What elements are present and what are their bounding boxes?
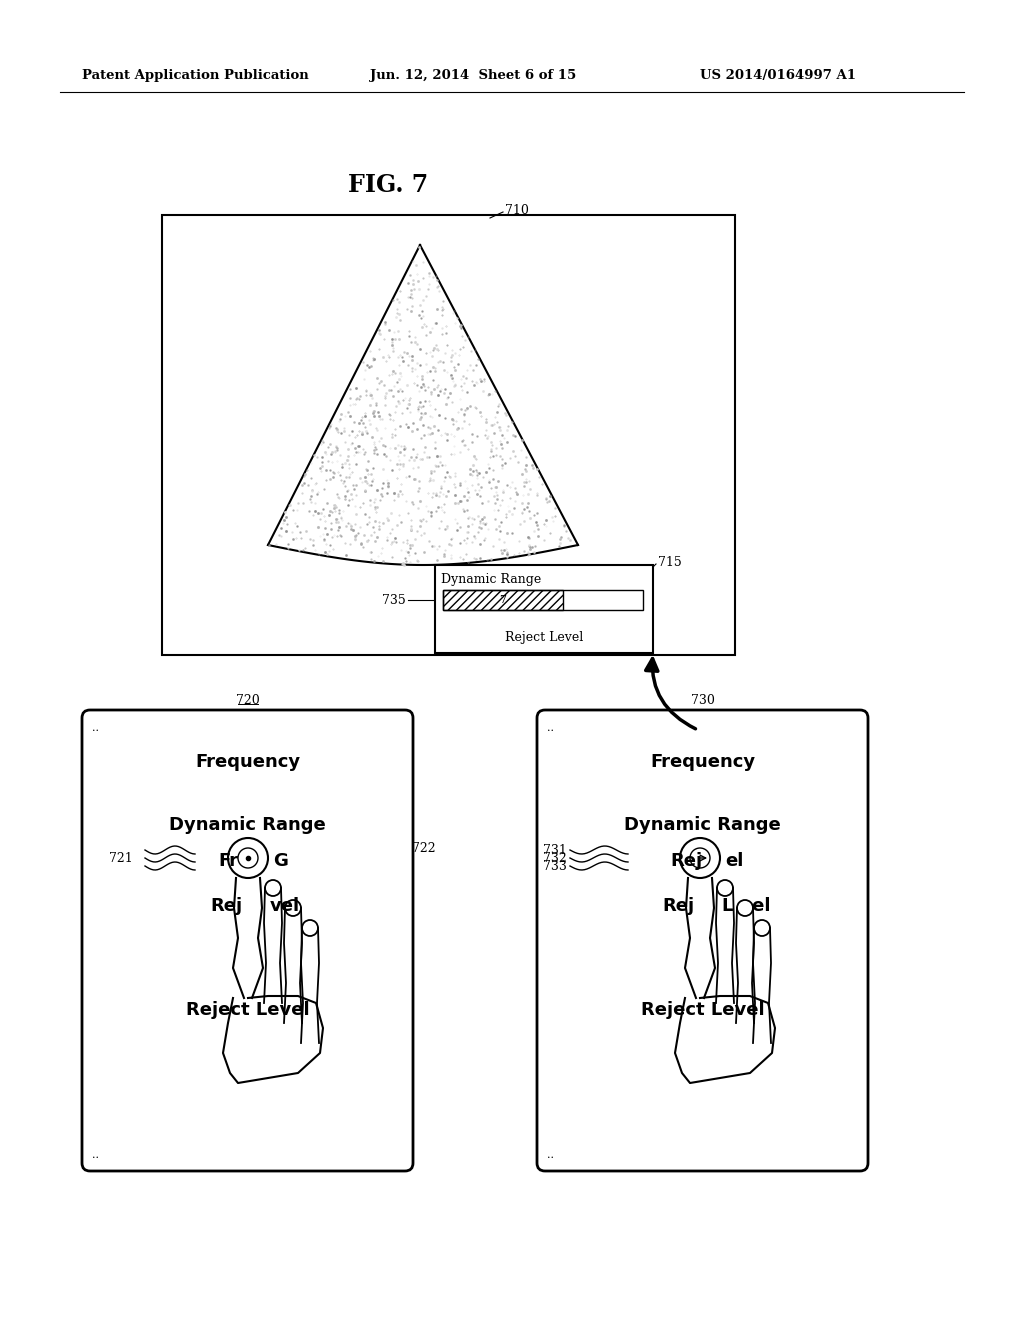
Text: FIG. 7: FIG. 7	[348, 173, 428, 197]
Text: Reject Level: Reject Level	[641, 1001, 764, 1019]
Text: Frequency: Frequency	[650, 752, 755, 771]
Text: Dynamic Range: Dynamic Range	[624, 816, 781, 834]
Text: Dynamic Range: Dynamic Range	[441, 573, 542, 586]
Text: Rej: Rej	[210, 898, 242, 915]
Text: ..: ..	[547, 723, 554, 733]
FancyBboxPatch shape	[82, 710, 413, 1171]
Text: 715: 715	[658, 556, 682, 569]
Text: G: G	[273, 851, 288, 870]
Text: ..: ..	[92, 1150, 99, 1160]
Bar	[162, 215, 735, 655]
Text: 731: 731	[543, 843, 567, 857]
Text: 7: 7	[500, 595, 507, 605]
FancyArrowPatch shape	[646, 659, 695, 729]
Bar	[443, 590, 643, 610]
Bar	[443, 590, 563, 610]
Text: vel: vel	[270, 898, 300, 915]
Text: 722: 722	[412, 842, 435, 854]
Text: 735: 735	[382, 594, 406, 606]
Text: Frequency: Frequency	[195, 752, 300, 771]
Text: Patent Application Publication: Patent Application Publication	[82, 69, 309, 82]
Bar	[435, 565, 653, 653]
Text: Dynamic Range: Dynamic Range	[169, 816, 326, 834]
Text: L   el: L el	[722, 898, 770, 915]
Text: Rej: Rej	[670, 851, 702, 870]
Text: 730: 730	[690, 693, 715, 706]
Text: 732: 732	[544, 851, 567, 865]
Text: 733: 733	[543, 859, 567, 873]
Text: Fr: Fr	[218, 851, 238, 870]
FancyBboxPatch shape	[537, 710, 868, 1171]
Text: ..: ..	[92, 723, 99, 733]
Text: Jun. 12, 2014  Sheet 6 of 15: Jun. 12, 2014 Sheet 6 of 15	[370, 69, 577, 82]
Text: Reject Level: Reject Level	[185, 1001, 309, 1019]
Text: 721: 721	[110, 851, 133, 865]
Text: 710: 710	[505, 203, 528, 216]
Text: ..: ..	[547, 1150, 554, 1160]
Text: el: el	[725, 851, 743, 870]
Text: Rej: Rej	[662, 898, 694, 915]
Text: Reject Level: Reject Level	[505, 631, 583, 644]
Text: US 2014/0164997 A1: US 2014/0164997 A1	[700, 69, 856, 82]
Text: 720: 720	[236, 693, 259, 706]
